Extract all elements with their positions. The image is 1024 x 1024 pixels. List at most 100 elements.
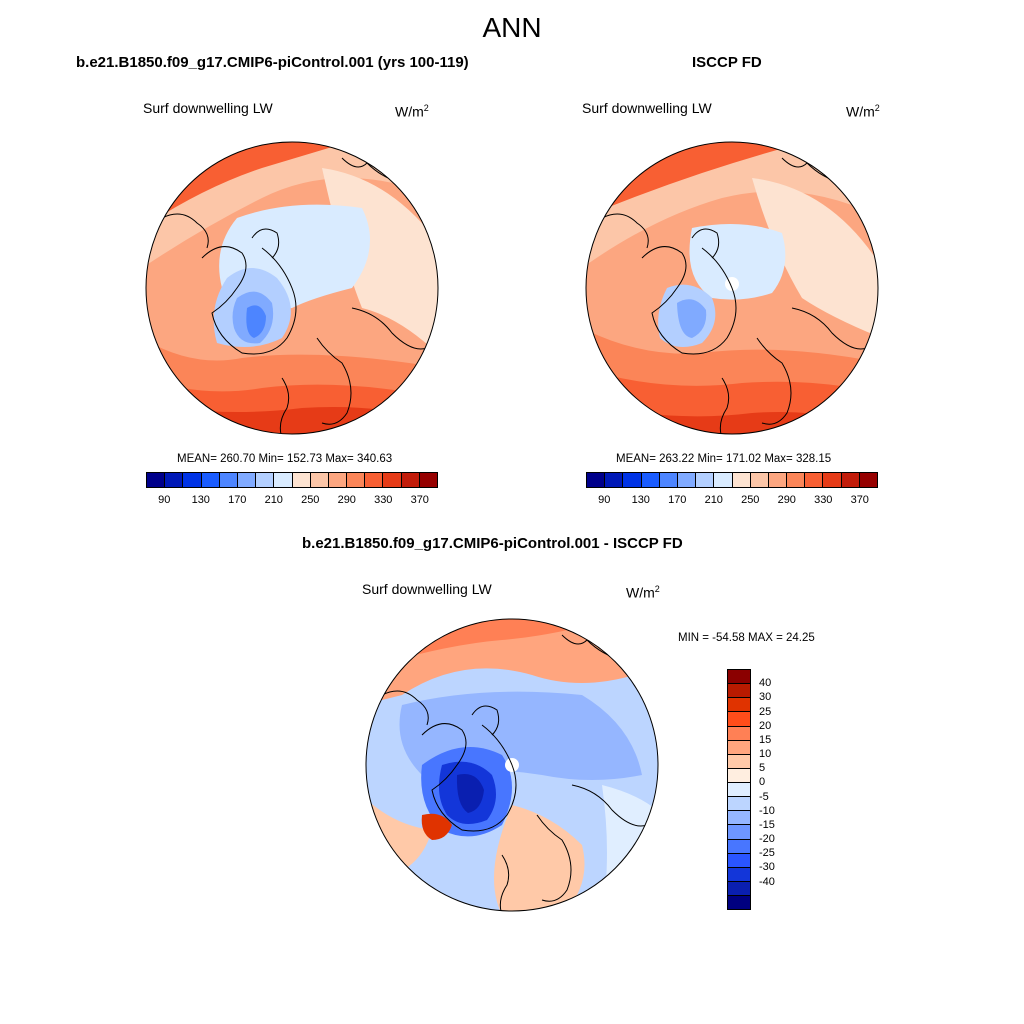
panel-2-colorbar-box: [841, 473, 860, 487]
panel-1-colorbar-box: [256, 473, 275, 487]
diff-panel-units: W/m2: [626, 584, 660, 601]
panel-2-title: ISCCP FD: [692, 54, 762, 71]
diff-panel-colorbar-box: [728, 896, 750, 910]
panel-1-colorbar-box: [274, 473, 293, 487]
panel-2-colorbar-box: [677, 473, 697, 487]
panel-1-colorbar-box: [401, 473, 420, 487]
panel-1-colorbar-tick-label: 90: [158, 494, 171, 506]
diff-panel-colorbar-tick-label: 15: [759, 733, 772, 746]
diff-panel-title: b.e21.B1850.f09_g17.CMIP6-piControl.001 …: [302, 535, 683, 552]
panel-1-colorbar-box: [328, 473, 348, 487]
diff-panel-polar-map: [365, 618, 659, 912]
panel-1-colorbar-box: [310, 473, 329, 487]
panel-1-colorbar-ticks: 90 130 170 210 250 290 330 370: [146, 494, 438, 508]
panel-1-title: b.e21.B1850.f09_g17.CMIP6-piControl.001 …: [76, 54, 469, 71]
panel-2-stats: MEAN= 263.22 Min= 171.02 Max= 328.15: [616, 453, 832, 465]
diff-panel-colorbar-box: [728, 670, 750, 685]
panel-2-colorbar-tick-label: 370: [850, 494, 869, 506]
panel-1-colorbar-tick-label: 130: [191, 494, 210, 506]
diff-panel-colorbar-tick-label: 30: [759, 691, 772, 704]
panel-2-colorbar-box: [659, 473, 678, 487]
panel-2-colorbar-tick-label: 130: [631, 494, 650, 506]
diff-panel-colorbar-tick-label: -15: [759, 818, 775, 831]
diff-panel-colorbar-tick-label: -25: [759, 847, 775, 860]
panel-1-colorbar-box: [365, 473, 384, 487]
diff-panel-colorbar-tick-label: -40: [759, 875, 775, 888]
panel-2-colorbar-box: [641, 473, 660, 487]
panel-1-colorbar-box: [237, 473, 257, 487]
diff-panel-colorbar-tick-label: 40: [759, 677, 772, 690]
panel-2-colorbar-box: [714, 473, 733, 487]
panel-2-units: W/m2: [846, 103, 880, 120]
panel-2-colorbar-ticks: 90 130 170 210 250 290 330 370: [586, 494, 878, 508]
panel-1-colorbar-tick-label: 210: [264, 494, 283, 506]
panel-2-polar-map: [585, 141, 879, 435]
panel-2-colorbar-box: [696, 473, 715, 487]
diff-panel-stats: MIN = -54.58 MAX = 24.25: [678, 632, 815, 644]
diff-panel-colorbar-box: [728, 740, 750, 755]
main-title: ANN: [482, 12, 542, 43]
diff-panel-colorbar-box: [728, 811, 750, 826]
diff-panel-colorbar-tick-label: -10: [759, 804, 775, 817]
diff-panel-colorbar-tick-label: -5: [759, 790, 769, 803]
diff-panel-colorbar-tick-label: 5: [759, 762, 766, 775]
diff-panel-colorbar-box: [728, 712, 750, 727]
diff-panel-colorbar-box: [728, 726, 750, 741]
panel-1-colorbar-box: [383, 473, 402, 487]
panel-1-units: W/m2: [395, 103, 429, 120]
panel-1-colorbar-box: [201, 473, 220, 487]
panel-2-colorbar: [586, 472, 878, 488]
diff-panel-colorbar-box: [728, 698, 750, 713]
panel-2-colorbar-box: [623, 473, 642, 487]
diff-panel-colorbar-box: [728, 839, 750, 854]
panel-2-colorbar-box: [805, 473, 824, 487]
panel-1-colorbar-box: [147, 473, 166, 487]
diff-panel-colorbar-box: [728, 853, 750, 868]
panel-1-stats: MEAN= 260.70 Min= 152.73 Max= 340.63: [177, 453, 393, 465]
panel-1-colorbar-box: [419, 473, 437, 487]
panel-1-colorbar: [146, 472, 438, 488]
panel-2-colorbar-box: [768, 473, 788, 487]
panel-1-colorbar-box: [219, 473, 238, 487]
panel-2-colorbar-tick-label: 90: [598, 494, 611, 506]
panel-1-colorbar-box: [292, 473, 311, 487]
diff-panel-colorbar-box: [728, 684, 750, 699]
diff-panel-colorbar-box: [728, 754, 750, 769]
diff-panel-colorbar-tick-label: -30: [759, 861, 775, 874]
diff-panel-colorbar-tick-label: 20: [759, 719, 772, 732]
panel-2-colorbar-tick-label: 170: [668, 494, 687, 506]
diff-panel-colorbar-box: [728, 867, 750, 882]
panel-1-colorbar-box: [165, 473, 184, 487]
panel-2-colorbar-box: [859, 473, 877, 487]
diff-panel-colorbar: [727, 669, 751, 910]
panel-2-colorbar-box: [605, 473, 624, 487]
diff-panel-colorbar-box: [728, 797, 750, 812]
panel-1-variable: Surf downwelling LW: [143, 100, 273, 116]
panel-1-colorbar-tick-label: 250: [301, 494, 320, 506]
panel-1-colorbar-box: [347, 473, 366, 487]
diff-panel-variable: Surf downwelling LW: [362, 581, 492, 597]
panel-2-colorbar-tick-label: 290: [777, 494, 796, 506]
panel-2-colorbar-tick-label: 210: [704, 494, 723, 506]
panel-2-colorbar-tick-label: 330: [814, 494, 833, 506]
diff-panel-colorbar-tick-label: 10: [759, 748, 772, 761]
panel-2-colorbar-box: [823, 473, 842, 487]
diff-panel-colorbar-box: [728, 783, 750, 798]
panel-1-colorbar-tick-label: 170: [228, 494, 247, 506]
diff-panel-colorbar-ticks: 40 30 25 20 15 10 5 0 -5 -10 -15 -20 -25 -30 -40: [759, 669, 799, 910]
diff-panel-colorbar-box: [728, 881, 750, 896]
panel-2-colorbar-box: [732, 473, 751, 487]
panel-1-colorbar-tick-label: 330: [374, 494, 393, 506]
panel-2-variable: Surf downwelling LW: [582, 100, 712, 116]
panel-2-colorbar-box: [587, 473, 606, 487]
panel-1-polar-map: [145, 141, 439, 435]
diff-panel-colorbar-tick-label: 0: [759, 776, 766, 789]
panel-1-colorbar-tick-label: 290: [337, 494, 356, 506]
panel-1-colorbar-box: [183, 473, 202, 487]
panel-2-colorbar-box: [750, 473, 769, 487]
diff-panel-colorbar-tick-label: -20: [759, 833, 775, 846]
panel-2-colorbar-box: [787, 473, 806, 487]
diff-panel-colorbar-box: [728, 825, 750, 840]
panel-1-colorbar-tick-label: 370: [410, 494, 429, 506]
diff-panel-colorbar-tick-label: 25: [759, 705, 772, 718]
